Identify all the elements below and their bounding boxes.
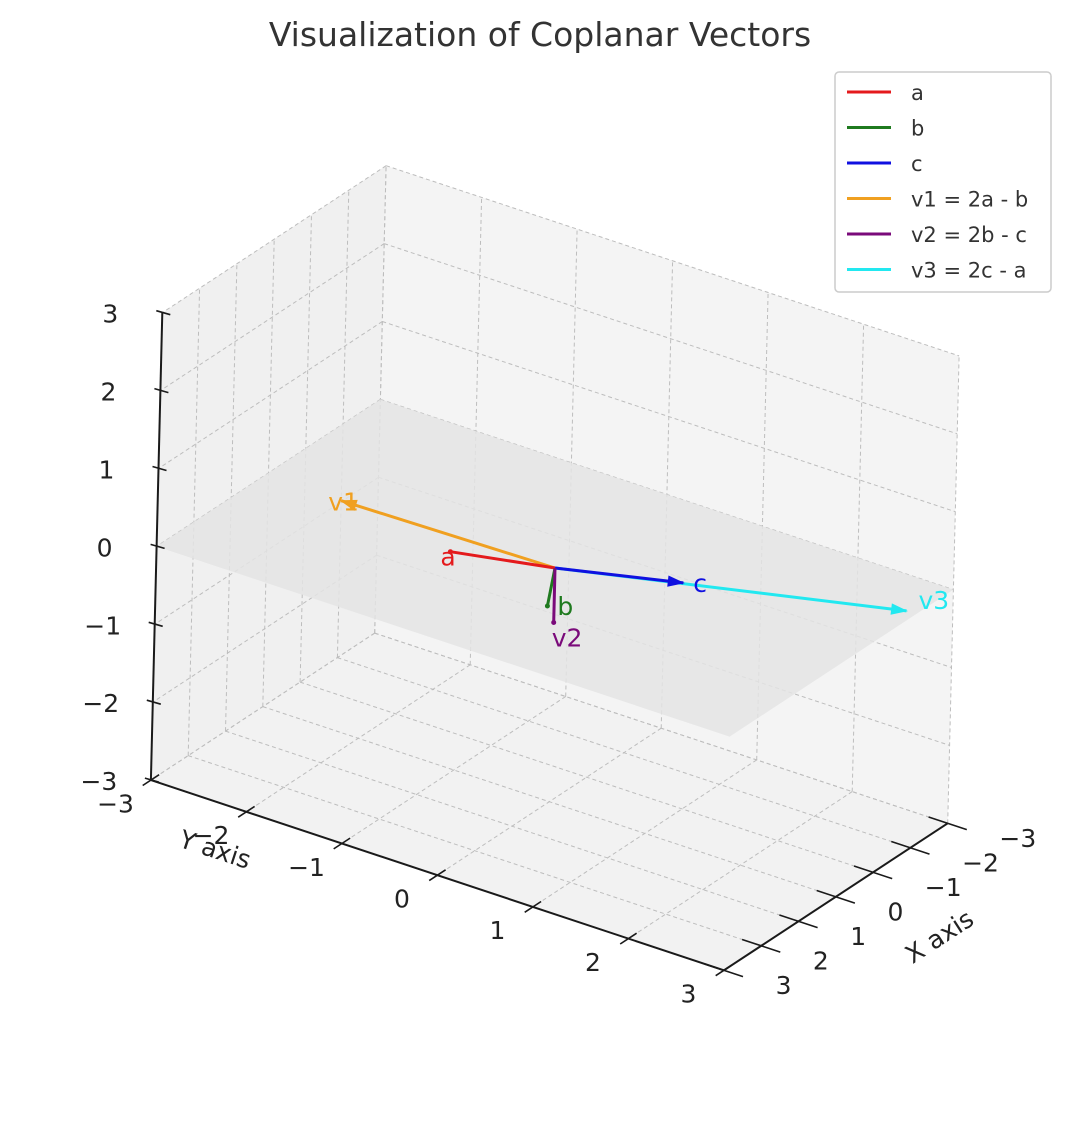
- x-tick-mark: [853, 865, 893, 880]
- y-tick-mark: [237, 805, 256, 818]
- left-wall-grid-line: [162, 165, 387, 314]
- floor-grid-line: [225, 730, 799, 922]
- vector-a-tip: [447, 549, 453, 555]
- z-tick-mark: [150, 543, 165, 550]
- x-tick-label: 3: [776, 971, 792, 1000]
- floor-grid-line: [628, 791, 853, 940]
- x-tick-mark: [816, 889, 856, 904]
- vector-v1-label: v1: [328, 488, 359, 517]
- z-tick-mark: [154, 387, 169, 394]
- legend: abc v1 = 2a - b v2 = 2b - c v3 = 2c - a: [834, 71, 1052, 293]
- y-tick-label: −1: [288, 853, 325, 882]
- floor-grid-line: [532, 759, 757, 908]
- vector-v2-line: [552, 567, 557, 623]
- z-tick-mark: [146, 699, 162, 705]
- back-wall-grid-line: [385, 165, 960, 357]
- z-tick-mark: [148, 621, 163, 628]
- x-tick-label: −1: [925, 873, 962, 902]
- x-tick-label: 1: [850, 922, 866, 951]
- y-tick-label: 0: [394, 885, 410, 914]
- z-tick-label: 3: [102, 300, 118, 329]
- y-tick-mark: [524, 900, 542, 913]
- vector-b-label: b: [557, 592, 573, 621]
- vector-v2-tip: [551, 620, 557, 625]
- vector-b-tip: [544, 603, 550, 609]
- x-tick-mark: [741, 938, 781, 953]
- z-tick-label: 2: [100, 378, 116, 407]
- z-tick-mark: [152, 465, 167, 472]
- x-tick-label: 0: [888, 898, 904, 927]
- left-wall-grid-line: [299, 214, 312, 683]
- y-tick-label: 3: [681, 980, 697, 1009]
- x-tick-mark: [704, 963, 744, 978]
- floor-grid-line: [299, 681, 874, 873]
- back-wall-grid-line: [384, 243, 958, 435]
- z-tick-label: −2: [82, 689, 119, 718]
- x-tick-mark: [891, 840, 930, 855]
- vector-v2-label: v2: [552, 624, 583, 653]
- x-axis-label: X axis: [900, 904, 979, 969]
- vector-v3-arrowhead: [890, 603, 909, 615]
- vector-v1-arrowhead: [339, 499, 358, 511]
- y-tick-mark: [619, 932, 638, 945]
- left-wall-grid-line: [225, 263, 238, 732]
- z-tick-label: 0: [97, 533, 113, 562]
- z-tick-mark: [144, 777, 160, 783]
- y-tick-label: −2: [193, 821, 230, 850]
- floor-grid-line: [188, 755, 762, 947]
- vector-a-label: a: [440, 543, 455, 572]
- back-wall-grid-line: [382, 321, 956, 513]
- x-tick-mark: [928, 816, 968, 831]
- legend-entry-b: b: [911, 117, 924, 141]
- z-tick-label: −3: [80, 767, 117, 796]
- y-tick-label: 1: [490, 916, 506, 945]
- legend-entry-a: a: [911, 81, 924, 105]
- vector-v1-line: [340, 499, 556, 570]
- chart-title: Visualization of Coplanar Vectors: [269, 15, 811, 54]
- legend-entry-v1: v1 = 2a - b: [911, 188, 1028, 212]
- legend-entry-v2: v2 = 2b - c: [911, 223, 1027, 247]
- left-wall-grid-line: [158, 321, 383, 469]
- y-tick-label: −3: [97, 789, 134, 818]
- legend-entry-v3: v3 = 2c - a: [911, 259, 1026, 283]
- vector-c-line: [554, 566, 684, 585]
- z-tick-mark: [156, 309, 171, 316]
- vector-c-arrowhead: [667, 575, 685, 587]
- x-tick-label: 2: [813, 947, 829, 976]
- floor-grid-line: [437, 727, 662, 876]
- z-tick-label: 1: [99, 456, 115, 485]
- vector-a-line: [450, 550, 556, 570]
- vector-layer: v1 v3 a b c v2: [328, 488, 949, 653]
- floor-grid-line: [341, 696, 566, 844]
- x-tick-mark: [779, 914, 818, 929]
- y-tick-mark: [333, 837, 351, 850]
- y-tick-label: 2: [585, 948, 601, 977]
- z-tick-label: −1: [84, 611, 121, 640]
- left-wall-grid-line: [160, 243, 385, 392]
- vector-c-label: c: [693, 569, 707, 598]
- legend-entry-c: c: [911, 152, 923, 176]
- x-tick-label: −2: [962, 849, 999, 878]
- x-tick-label: −3: [999, 824, 1036, 853]
- y-tick-mark: [428, 869, 447, 882]
- vector-v3-label: v3: [919, 586, 950, 615]
